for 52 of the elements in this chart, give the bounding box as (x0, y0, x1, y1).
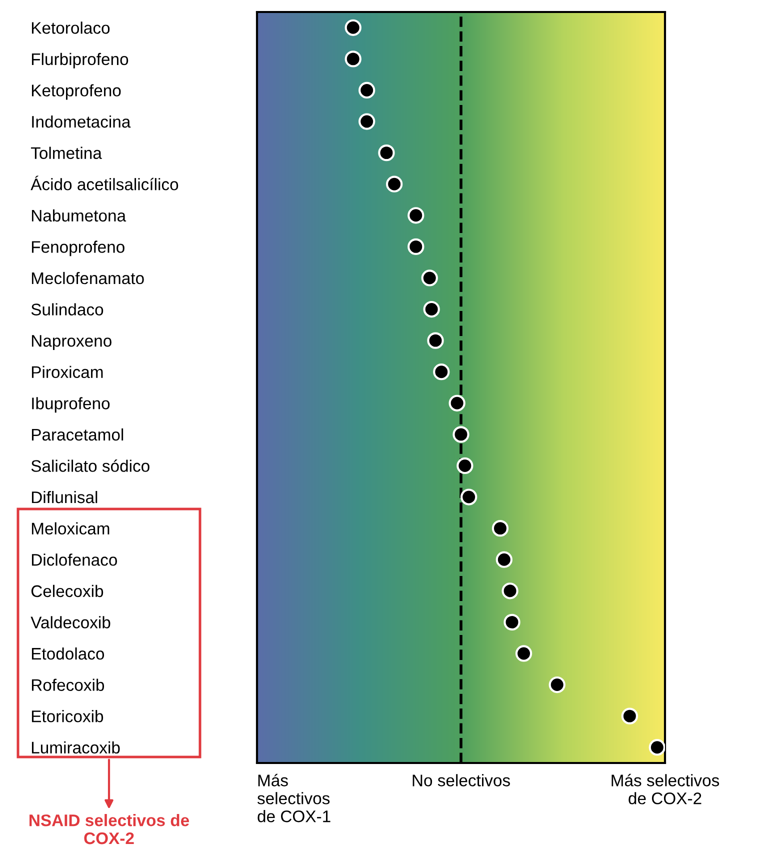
y-tick-label: Indometacina (32, 115, 131, 128)
point (344, 50, 362, 68)
text: Más selectivos de COX-1 (257, 774, 330, 822)
y-tick-label: Diflunisal (32, 490, 98, 504)
y-tick-label: Diclofenaco (32, 554, 117, 566)
point (452, 426, 470, 443)
point (358, 82, 376, 99)
point (502, 582, 518, 600)
y-tick-label: Lumiracoxib (32, 741, 120, 754)
point (423, 300, 440, 318)
y-tick-label: Tolmetina (30, 146, 102, 160)
point (460, 488, 478, 506)
y-tick-label: Meclofenamato (32, 272, 144, 284)
y-tick-label: Etodolaco (32, 647, 104, 660)
point (386, 176, 403, 192)
y-tick-label: Celecoxib (31, 584, 104, 598)
point (548, 676, 566, 694)
text: NSAID selectivos de COX-2 (30, 814, 190, 844)
point (496, 551, 512, 568)
y-tick-label: Ketoprofeno (32, 84, 121, 100)
point (408, 207, 424, 224)
point (492, 520, 509, 537)
text: Más selectivos de COX-2 (612, 774, 720, 804)
y-tick-label: Salicilato sódico (31, 459, 150, 472)
y-tick-label: Meloxicam (32, 522, 110, 535)
point (378, 144, 395, 162)
point (515, 645, 532, 662)
y-tick-label: Flurbiprofeno (32, 52, 128, 68)
y-tick-label: Ibuprofeno (32, 397, 110, 413)
text: No selectivos (412, 774, 510, 786)
point (433, 364, 450, 380)
y-tick-label: Ácido acetilsalicílico (30, 176, 178, 190)
point (408, 238, 424, 256)
point (358, 113, 376, 130)
y-tick-label: Rofecoxib (32, 678, 104, 691)
y-tick-label: Piroxicam (32, 366, 103, 378)
y-tick-label: Paracetamol (32, 428, 124, 441)
point (621, 708, 638, 724)
y-tick-label: Etoricoxib (32, 710, 104, 722)
point (648, 739, 665, 756)
y-tick-label: Fenoprofeno (32, 240, 124, 256)
y-tick-label: Ketorolaco (32, 22, 110, 34)
point (456, 457, 474, 474)
y-tick-label: Naproxeno (32, 335, 112, 350)
point (421, 270, 438, 286)
point (344, 19, 362, 36)
y-tick-label: Nabumetona (32, 209, 126, 222)
point (448, 394, 466, 412)
point (504, 614, 520, 631)
y-tick-label: Valdecoxib (30, 616, 110, 628)
point (427, 332, 444, 349)
y-tick-label: Sulindaco (31, 303, 104, 316)
